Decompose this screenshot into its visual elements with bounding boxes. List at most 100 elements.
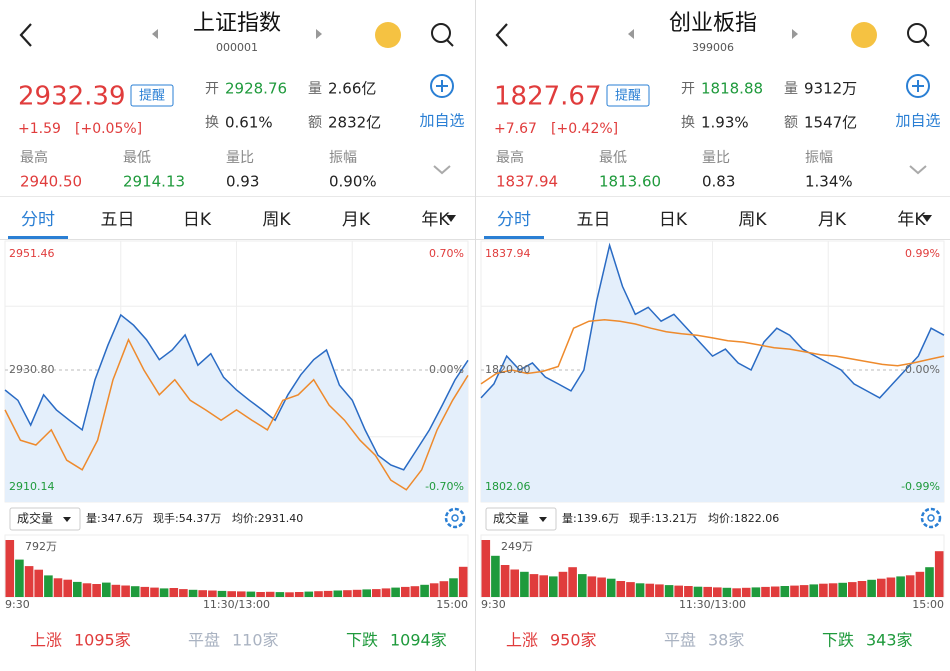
- axis-bottom: 1802.06: [485, 480, 531, 493]
- settings-core: [927, 514, 935, 522]
- volume-bar: [838, 582, 847, 597]
- breadth-label: 下跌: [822, 631, 854, 650]
- volume-bar: [294, 592, 304, 597]
- tab[interactable]: 日K: [659, 210, 688, 230]
- average-line: [480, 319, 945, 385]
- remind-button[interactable]: [130, 84, 174, 107]
- add-plus: [912, 80, 924, 92]
- stat-value: 1547亿: [804, 114, 857, 132]
- volume-bar: [693, 586, 703, 597]
- tab[interactable]: 日K: [183, 210, 212, 230]
- add-icon[interactable]: [906, 74, 930, 98]
- avg-info: 均价:1822.06: [708, 512, 779, 525]
- mascot-icon[interactable]: [375, 22, 401, 48]
- tab[interactable]: 年K: [897, 210, 926, 230]
- volume-bar: [198, 590, 207, 597]
- expand-chevron[interactable]: [909, 165, 927, 175]
- volume-bar: [799, 585, 809, 597]
- settings-icon[interactable]: [444, 507, 466, 529]
- prev-arrow[interactable]: [628, 29, 634, 39]
- volume-bar: [761, 586, 770, 597]
- separator: [0, 196, 475, 197]
- time-label: 9:30: [5, 598, 30, 611]
- volume-bar: [439, 581, 449, 597]
- volume-bar: [159, 588, 169, 597]
- add-icon[interactable]: [430, 74, 454, 98]
- remind-label: 提醒: [139, 88, 165, 104]
- stat-value: 0.61%: [225, 114, 273, 132]
- time-label: 11:30/13:00: [679, 598, 746, 611]
- volume-bar: [140, 586, 150, 597]
- volume-bar: [372, 589, 381, 597]
- volume-bar: [751, 587, 761, 597]
- stat-value: 2832亿: [328, 114, 381, 132]
- search-icon[interactable]: [907, 23, 927, 43]
- volume-bar: [655, 584, 664, 597]
- volume-bar: [741, 587, 751, 597]
- volume-bar: [63, 579, 72, 597]
- tab[interactable]: 五日: [577, 210, 611, 230]
- volume-bar: [34, 569, 43, 597]
- volume-bar: [568, 567, 577, 597]
- volume-bar: [857, 581, 867, 597]
- stat-label: 量比: [702, 150, 730, 166]
- volume-bar: [343, 590, 352, 597]
- tab[interactable]: 周K: [738, 210, 767, 230]
- settings-icon[interactable]: [920, 507, 942, 529]
- tab[interactable]: 分时: [497, 210, 531, 230]
- breadth-label: 下跌: [346, 631, 378, 650]
- prev-arrow[interactable]: [152, 29, 158, 39]
- expand-chevron[interactable]: [433, 165, 451, 175]
- tab-dropdown[interactable]: [446, 215, 456, 222]
- next-arrow[interactable]: [792, 29, 798, 39]
- volume-bar: [491, 555, 500, 597]
- volume-select[interactable]: [9, 507, 81, 531]
- volume-bar: [458, 566, 468, 597]
- code: 399006: [692, 41, 734, 54]
- volume-bar: [587, 576, 597, 597]
- tab-dropdown[interactable]: [922, 215, 932, 222]
- search-icon[interactable]: [431, 23, 451, 43]
- volume-bar: [934, 551, 944, 597]
- volume-info: 量:139.6万: [562, 512, 619, 525]
- volume-bar: [713, 587, 722, 597]
- volume-bar: [510, 569, 519, 597]
- axis-bottom: 2910.14: [9, 480, 55, 493]
- mascot-icon[interactable]: [851, 22, 877, 48]
- next-arrow[interactable]: [316, 29, 322, 39]
- tab[interactable]: 分时: [21, 210, 55, 230]
- volume-max: 249万: [501, 540, 533, 553]
- tab[interactable]: 月K: [342, 210, 371, 230]
- hand-info: 现手:54.37万: [153, 511, 221, 525]
- volume-bar: [925, 567, 934, 597]
- volume-bar: [606, 578, 616, 597]
- stat-label: 额: [308, 115, 322, 131]
- remind-button[interactable]: [606, 84, 650, 107]
- back-button[interactable]: [19, 23, 32, 47]
- separator: [476, 196, 950, 197]
- volume-bar: [819, 583, 828, 597]
- tab[interactable]: 五日: [101, 210, 135, 230]
- tab[interactable]: 年K: [421, 210, 450, 230]
- volume-bar: [722, 587, 732, 597]
- axis-top: 1837.94: [485, 247, 531, 260]
- volume-bar: [616, 581, 626, 597]
- tab[interactable]: 月K: [818, 210, 847, 230]
- volume-bar: [333, 590, 343, 597]
- add-label: 加自选: [895, 112, 940, 130]
- stat-value: 1813.60: [599, 173, 661, 191]
- add-label: 加自选: [419, 112, 464, 130]
- tab[interactable]: 周K: [262, 210, 291, 230]
- volume-bar: [217, 590, 227, 597]
- volume-select[interactable]: [485, 507, 557, 531]
- back-button[interactable]: [495, 23, 508, 47]
- volume-bar: [15, 559, 24, 597]
- volume-bar: [73, 581, 82, 597]
- volume-bar: [92, 584, 101, 597]
- volume-bar: [304, 591, 314, 597]
- volume-bar: [578, 574, 587, 597]
- volume-bar: [539, 575, 548, 597]
- stat-value: 0.83: [702, 173, 735, 191]
- volume-bar: [381, 588, 391, 597]
